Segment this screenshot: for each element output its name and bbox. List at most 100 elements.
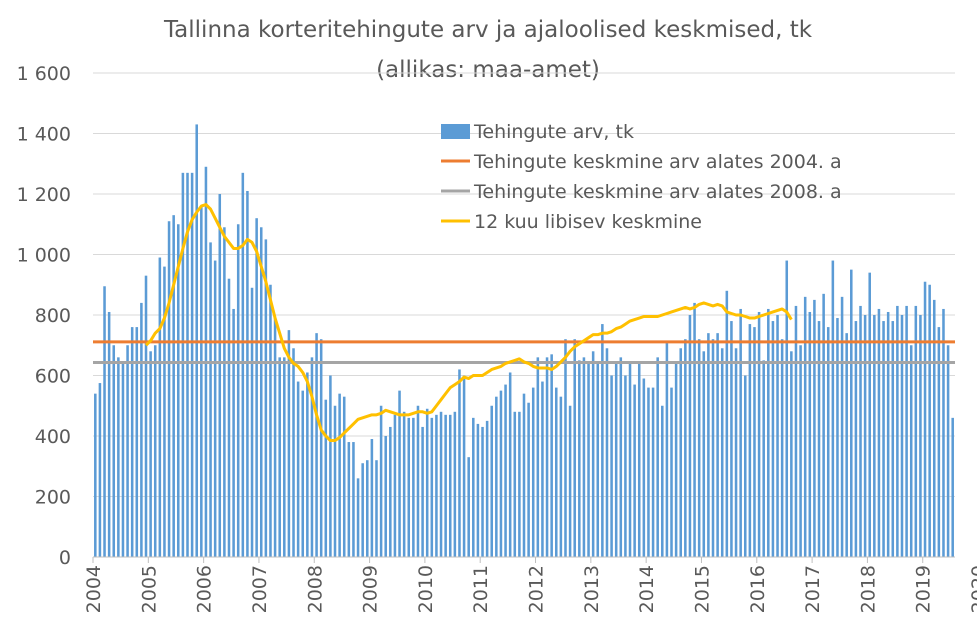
bar: [932, 299, 936, 558]
bar: [896, 305, 899, 557]
bar: [135, 327, 139, 557]
bar: [522, 393, 526, 557]
line-series: [93, 203, 955, 443]
bar: [130, 327, 134, 557]
bar: [536, 357, 540, 557]
x-tick-label: 2019: [913, 565, 935, 613]
bar: [914, 305, 918, 557]
bar: [877, 308, 881, 557]
bar: [647, 387, 650, 557]
x-tick-label: 2017: [802, 565, 824, 613]
y-tick-label: 200: [35, 487, 71, 509]
x-tick-label: 2012: [526, 565, 548, 613]
bar: [361, 463, 364, 557]
bar: [439, 411, 443, 557]
bar: [891, 321, 895, 557]
legend-label: Tehingute keskmine arv alates 2008. a: [473, 181, 842, 203]
bar: [559, 396, 563, 557]
bar: [822, 293, 825, 557]
bar: [905, 305, 908, 557]
bar: [946, 345, 950, 557]
bar: [573, 339, 576, 557]
bar: [430, 417, 434, 557]
bar: [582, 357, 586, 557]
bar: [375, 460, 378, 557]
bar: [213, 260, 217, 557]
bar: [223, 227, 226, 557]
bar: [624, 375, 627, 557]
bar: [610, 375, 613, 557]
bar: [850, 269, 853, 558]
bar: [200, 206, 203, 557]
bar: [144, 275, 148, 557]
moving-average-line: [144, 203, 793, 443]
bar: [753, 327, 756, 557]
x-tick-label: 2014: [636, 565, 658, 613]
bar: [246, 190, 249, 558]
bar: [264, 239, 268, 558]
bar: [859, 305, 862, 557]
y-axis-tick-labels: 0 200 400 600 800 1 000 1 200 1 400 1 600: [17, 63, 71, 569]
bar: [596, 363, 600, 557]
bar: [181, 172, 185, 557]
bar: [531, 387, 535, 557]
bar: [416, 405, 420, 557]
bar: [513, 411, 517, 557]
bar: [734, 348, 738, 557]
bar: [951, 417, 954, 557]
bar: [107, 311, 111, 557]
bar: [273, 318, 277, 557]
bar: [98, 383, 102, 557]
bar: [472, 417, 475, 557]
bar: [301, 390, 305, 558]
bar: [568, 405, 572, 557]
bar: [702, 351, 706, 557]
bar: [287, 330, 291, 558]
x-tick-label: 2010: [415, 565, 437, 613]
x-axis: [92, 556, 955, 563]
bar: [739, 308, 742, 557]
bar: [518, 411, 521, 557]
bar: [112, 345, 116, 557]
bar: [845, 333, 848, 557]
bar: [153, 345, 157, 557]
bar: [140, 302, 143, 557]
bar: [527, 402, 530, 557]
bar: [389, 426, 392, 557]
bar: [236, 224, 240, 557]
bar: [743, 375, 747, 557]
bar: [642, 378, 646, 557]
bar: [481, 426, 484, 557]
bar: [485, 420, 489, 558]
bar: [158, 257, 162, 557]
bar: [564, 339, 567, 557]
bar: [269, 284, 272, 557]
bar: [448, 414, 452, 557]
bar: [665, 342, 669, 557]
bar: [508, 372, 512, 557]
bar: [310, 357, 314, 557]
bar: [296, 381, 300, 557]
y-tick-label: 800: [35, 305, 71, 327]
bar: [462, 375, 466, 557]
bar: [605, 348, 609, 557]
bar: [882, 321, 885, 557]
x-tick-label: 2005: [138, 565, 160, 613]
bar: [227, 278, 231, 557]
chart-title: Tallinna korteritehingute arv ja ajalool…: [163, 17, 813, 43]
bar: [886, 311, 890, 557]
bar-series: [94, 124, 954, 558]
bar: [614, 363, 618, 557]
bar: [121, 363, 125, 557]
bar: [555, 387, 558, 557]
bar: [725, 290, 729, 557]
bar: [748, 324, 752, 557]
bar: [790, 351, 793, 557]
bar: [693, 302, 696, 557]
legend-label: 12 kuu libisev keskmine: [474, 211, 702, 233]
bar: [421, 426, 424, 557]
bar: [651, 387, 655, 557]
bar: [407, 417, 411, 557]
bar: [771, 321, 775, 557]
bar: [356, 478, 360, 557]
